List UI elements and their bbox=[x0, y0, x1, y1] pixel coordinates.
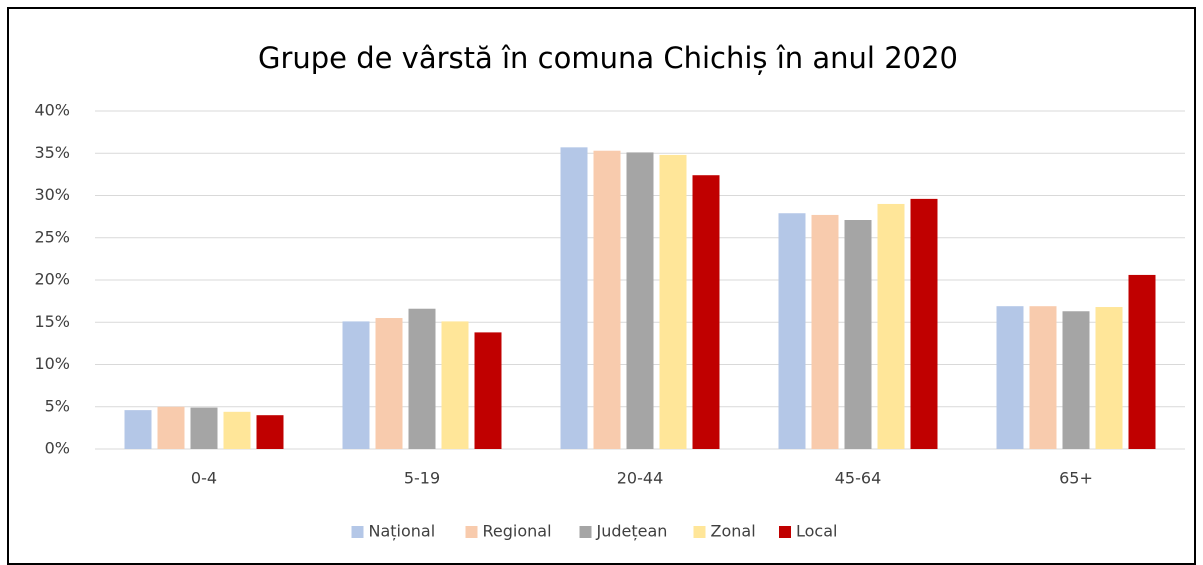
legend-label: Național bbox=[369, 522, 436, 541]
legend-swatch bbox=[465, 526, 478, 538]
bar bbox=[256, 415, 284, 449]
y-tick-label: 15% bbox=[34, 312, 70, 331]
legend-swatch bbox=[779, 526, 791, 538]
bar bbox=[811, 214, 839, 449]
bar bbox=[1128, 274, 1156, 449]
y-tick-label: 35% bbox=[34, 143, 70, 162]
bar bbox=[593, 150, 621, 449]
bar bbox=[778, 213, 806, 449]
y-tick-label: 25% bbox=[34, 227, 70, 246]
bar bbox=[1062, 311, 1090, 449]
x-tick-label: 0-4 bbox=[191, 469, 217, 488]
legend-label: Regional bbox=[483, 522, 552, 541]
x-tick-label: 5-19 bbox=[404, 469, 440, 488]
bar bbox=[692, 175, 720, 449]
legend-swatch bbox=[579, 526, 592, 538]
bar bbox=[659, 154, 687, 449]
y-tick-label: 20% bbox=[34, 270, 70, 289]
bar bbox=[375, 318, 403, 449]
legend-label: Județean bbox=[596, 522, 668, 541]
y-tick-label: 0% bbox=[45, 439, 70, 458]
y-tick-label: 5% bbox=[45, 396, 70, 415]
y-tick-label: 10% bbox=[34, 354, 70, 373]
x-tick-label: 65+ bbox=[1059, 469, 1093, 488]
bar bbox=[1095, 307, 1123, 449]
bar bbox=[223, 411, 251, 449]
bar bbox=[626, 152, 654, 449]
bar bbox=[1029, 306, 1057, 449]
bar bbox=[877, 203, 905, 449]
legend-swatch bbox=[351, 526, 364, 538]
bar bbox=[124, 410, 152, 449]
bar bbox=[844, 220, 872, 449]
bar bbox=[342, 321, 370, 449]
bar bbox=[910, 198, 938, 449]
legend-label: Zonal bbox=[711, 522, 756, 541]
x-tick-label: 45-64 bbox=[835, 469, 882, 488]
bar bbox=[441, 321, 469, 449]
bar bbox=[190, 407, 218, 449]
chart-title: Grupe de vârstă în comuna Chichiș în anu… bbox=[258, 41, 958, 75]
bar bbox=[408, 308, 436, 449]
bar bbox=[474, 332, 502, 449]
y-tick-label: 30% bbox=[34, 185, 70, 204]
legend-swatch bbox=[693, 526, 706, 538]
bar bbox=[157, 406, 185, 449]
legend-label: Local bbox=[796, 522, 837, 541]
bar bbox=[560, 147, 588, 449]
bar bbox=[996, 306, 1024, 449]
y-tick-label: 40% bbox=[34, 101, 70, 120]
x-tick-label: 20-44 bbox=[617, 469, 664, 488]
